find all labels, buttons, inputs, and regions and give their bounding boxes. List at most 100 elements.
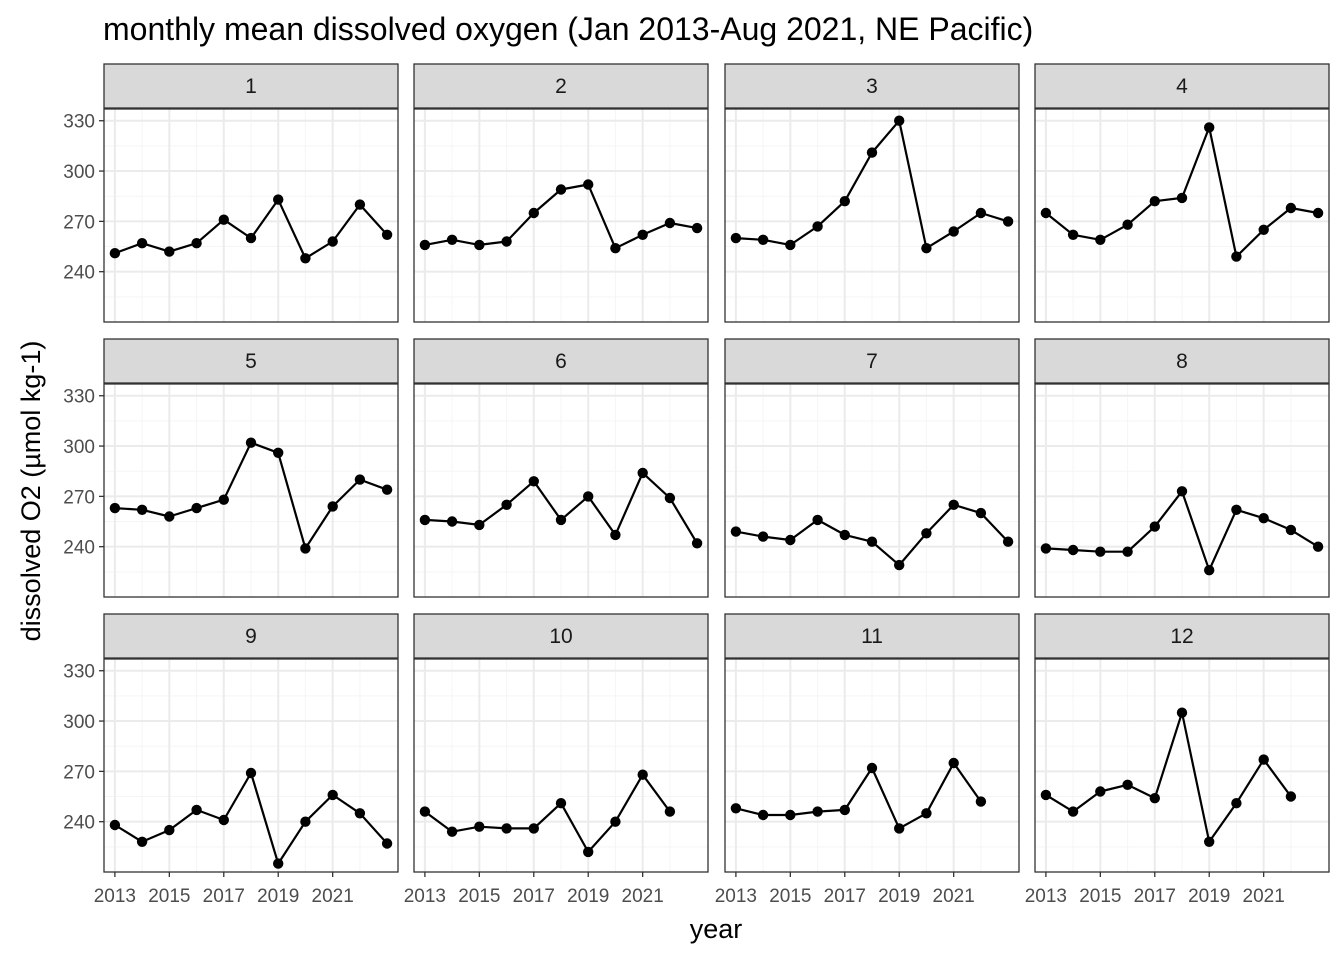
data-point [474,821,485,832]
data-point [1002,216,1014,227]
facet-strip [1034,63,1330,109]
x-tick-label: 2013 [94,886,136,907]
data-point [528,476,539,487]
data-point [637,467,648,479]
facet-panel-2: 2 [413,63,709,323]
facet-strip [1034,613,1330,659]
y-tick-label: 330 [63,662,95,683]
data-point [894,823,905,834]
data-point [354,808,366,819]
data-point [583,491,594,502]
facet-strip-label: 10 [549,625,572,648]
data-point [1122,546,1133,557]
x-tick-label: 2015 [458,886,500,907]
facet-strip-label: 11 [861,625,883,648]
data-point [1122,779,1133,790]
panel-border [413,658,709,873]
data-point [1176,707,1188,718]
data-point [948,757,959,769]
data-point [446,516,458,527]
facet-panel-3: 3 [724,63,1020,323]
facet-strip-label: 8 [1176,350,1188,373]
panel-border [1034,108,1330,323]
data-point [1231,504,1242,515]
x-tick-label: 2019 [567,886,609,907]
data-point [1258,754,1269,765]
data-point [921,243,932,254]
data-point [866,762,878,774]
data-point [866,147,878,158]
data-point [1067,229,1079,240]
data-point [273,194,284,205]
facet-panel-1: 1 240 270 300 330 [63,63,399,323]
data-point [812,806,823,817]
data-point [1095,786,1106,797]
data-point [381,229,393,240]
data-point [1176,192,1188,204]
data-point [109,502,121,514]
facet-strip-label: 3 [866,75,878,98]
x-tick-label: 2021 [312,886,354,907]
x-tick-label: 2017 [1134,886,1176,907]
data-point [839,804,850,816]
data-point [218,494,229,505]
panel-border [1034,383,1330,598]
data-point [419,514,431,526]
y-tick-label: 270 [63,212,95,233]
data-point [839,529,850,541]
facet-strip [724,338,1020,384]
data-point [300,543,311,554]
facet-panel-9: 9 240 270 300 330 2013 2015 2017 2019 2021 [63,613,399,907]
data-point [812,514,823,526]
data-point [446,234,458,245]
data-point [637,769,648,780]
chart-title: monthly mean dissolved oxygen (Jan 2013-… [103,11,1033,47]
data-point [1258,224,1269,235]
series-line [424,773,671,854]
data-point [583,179,594,190]
facet-panel-5: 5 240 270 300 330 [63,338,399,598]
data-point [419,806,431,817]
data-point [866,536,878,547]
facet-strip [413,338,709,384]
data-point [1176,486,1188,497]
y-tick-label: 330 [63,112,95,133]
data-point [757,234,769,245]
data-point [1204,565,1215,576]
y-tick-label: 330 [63,387,95,408]
data-point [730,232,742,244]
data-point [664,217,676,229]
facet-strip [103,338,399,384]
x-tick-label: 2021 [933,886,975,907]
data-point [610,816,621,827]
data-point [1231,251,1242,262]
data-point [975,207,987,219]
data-point [583,846,594,858]
x-tick-label: 2013 [404,886,446,907]
data-point [975,796,987,807]
facet-strip-label: 4 [1176,75,1188,98]
data-point [1285,202,1297,214]
y-axis-title: dissolved O2 (µmol kg-1) [16,341,46,642]
data-point [381,484,393,495]
facet-strip-label: 12 [1170,625,1193,648]
x-axis-title: year [690,914,743,944]
y-tick-label: 240 [63,538,95,559]
data-point [785,809,796,821]
data-point [1149,196,1161,207]
data-point [1204,836,1215,847]
panel-border [1034,658,1330,873]
data-point [245,232,257,244]
data-point [921,808,932,819]
facet-strip [724,613,1020,659]
data-point [381,838,393,849]
data-point [757,531,769,542]
y-tick-label: 240 [63,813,95,834]
data-point [691,222,703,234]
data-point [894,115,905,126]
series-line [1045,711,1292,843]
data-point [501,499,512,510]
x-tick-label: 2013 [715,886,757,907]
